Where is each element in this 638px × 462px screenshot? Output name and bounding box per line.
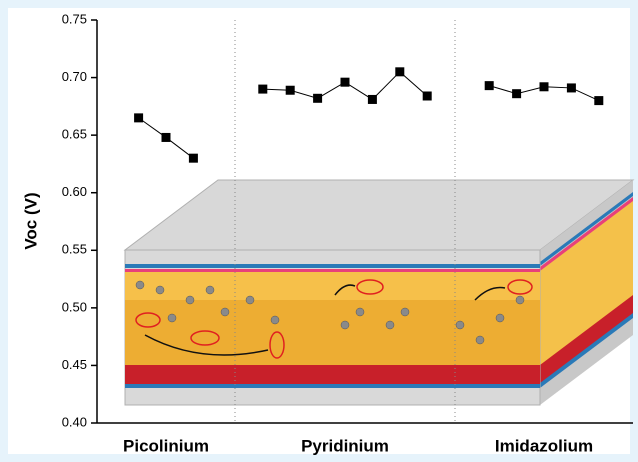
point <box>189 154 198 163</box>
point <box>594 96 603 105</box>
point <box>540 82 549 91</box>
y-tick-label: 0.75 <box>62 11 87 26</box>
chart: Voc (V) 0.40 0.45 0.50 0.55 0.60 0.65 0.70 0.75… <box>0 0 638 462</box>
point <box>512 89 521 98</box>
point <box>134 113 143 122</box>
y-tick-label: 0.55 <box>62 242 87 257</box>
point <box>485 81 494 90</box>
illustration <box>125 180 633 405</box>
y-tick-label: 0.45 <box>62 357 87 372</box>
y-tick-label: 0.40 <box>62 414 87 429</box>
point <box>258 85 267 94</box>
group-label: Imidazolium <box>495 436 593 455</box>
y-tick-label: 0.50 <box>62 299 87 314</box>
point <box>286 86 295 95</box>
point <box>341 78 350 87</box>
point <box>313 94 322 103</box>
point <box>162 133 171 142</box>
group-label: Picolinium <box>123 436 209 455</box>
point <box>395 67 404 76</box>
group-label: Pyridinium <box>301 436 389 455</box>
point <box>368 95 377 104</box>
y-tick-label: 0.60 <box>62 184 87 199</box>
point <box>567 83 576 92</box>
y-tick-label: 0.65 <box>62 127 87 142</box>
y-axis-title: Voc (V) <box>21 192 40 249</box>
y-tick-label: 0.70 <box>62 69 87 84</box>
point <box>423 91 432 100</box>
